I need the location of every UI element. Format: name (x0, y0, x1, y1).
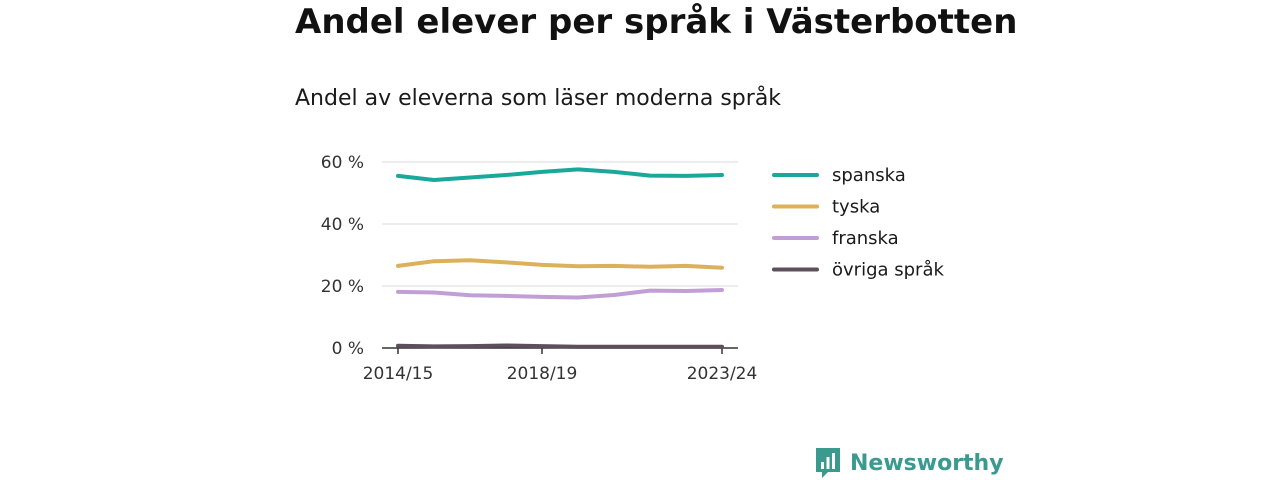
x-tick-label: 2018/19 (507, 364, 578, 384)
chart-subtitle: Andel av eleverna som läser moderna språ… (295, 86, 782, 111)
legend-label-ovriga: övriga språk (832, 260, 944, 281)
series-line-tyska (396, 258, 724, 270)
legend-label-spanska: spanska (832, 165, 906, 186)
newsworthy-logo-icon (816, 448, 840, 478)
gridlines (382, 161, 738, 287)
legend: spanska tyska franska övriga språk (772, 165, 944, 281)
x-tick-label: 2023/24 (687, 364, 758, 384)
legend-label-tyska: tyska (832, 197, 880, 218)
series-lines (396, 167, 724, 349)
x-axis: 2014/15 2018/19 2023/24 (363, 347, 758, 384)
newsworthy-logo: Newsworthy (814, 446, 1004, 480)
x-tick-label: 2014/15 (363, 364, 434, 384)
y-axis-ticks: 0 % 20 % 40 % 60 % (321, 153, 364, 359)
chart-title: Andel elever per språk i Västerbotten (295, 2, 1018, 42)
legend-label-franska: franska (832, 228, 899, 249)
y-tick-label: 20 % (321, 277, 364, 297)
series-line-spanska (396, 167, 724, 182)
y-tick-label: 0 % (332, 339, 364, 359)
y-tick-label: 40 % (321, 215, 364, 235)
series-line-franska (396, 288, 724, 300)
brand-name: Newsworthy (850, 450, 1004, 476)
series-line-ovriga (396, 343, 724, 349)
y-tick-label: 60 % (321, 153, 364, 173)
